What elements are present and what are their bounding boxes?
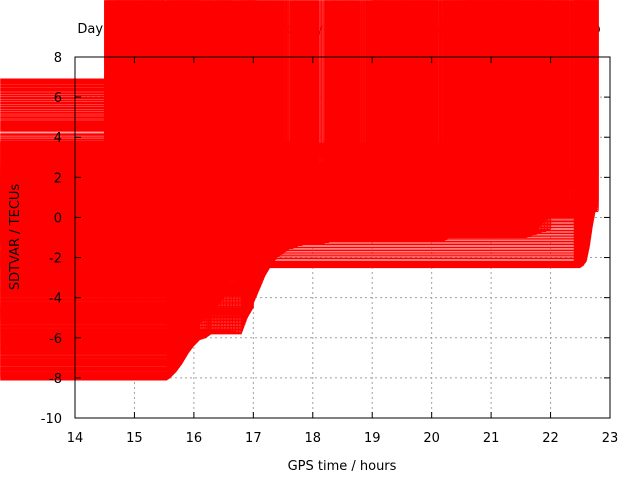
x-tick-label: 18 (305, 431, 322, 446)
y-tick-label: 0 (54, 211, 62, 226)
y-tick-label: -8 (49, 372, 62, 387)
x-tick-label: 21 (483, 431, 500, 446)
x-tick-label: 19 (364, 431, 381, 446)
x-tick-label: 16 (186, 431, 203, 446)
x-tick-labels: 14 15 16 17 18 19 20 21 22 23 (67, 431, 619, 446)
series-track-h (0, 0, 254, 381)
y-tick-label: -4 (49, 292, 62, 307)
x-tick-label: 22 (542, 431, 559, 446)
y-tick-labels: -10 -8 -6 -4 -2 0 2 4 6 8 (41, 51, 62, 427)
y-tick-label: 2 (54, 171, 62, 186)
x-tick-label: 15 (126, 431, 143, 446)
x-tick-label: 20 (423, 431, 440, 446)
y-axis-label: SDTVAR / TECUs (8, 184, 23, 291)
y-tick-label: -10 (41, 412, 62, 427)
x-axis-label: GPS time / hours (288, 459, 397, 474)
y-tick-label: 6 (54, 91, 62, 106)
y-tick-label: 8 (54, 51, 62, 66)
plot-frame (74, 56, 611, 419)
series-track-t (0, 0, 599, 269)
y-tick-label: -2 (49, 252, 62, 267)
x-tick-label: 14 (67, 431, 84, 446)
y-tick-label: -6 (49, 332, 62, 347)
y-tick-label: 4 (54, 131, 62, 146)
single-point (162, 103, 170, 111)
data-points (0, 0, 599, 381)
x-tick-label: 17 (245, 431, 262, 446)
axis-ticks (74, 56, 611, 419)
x-tick-label: 23 (602, 431, 619, 446)
